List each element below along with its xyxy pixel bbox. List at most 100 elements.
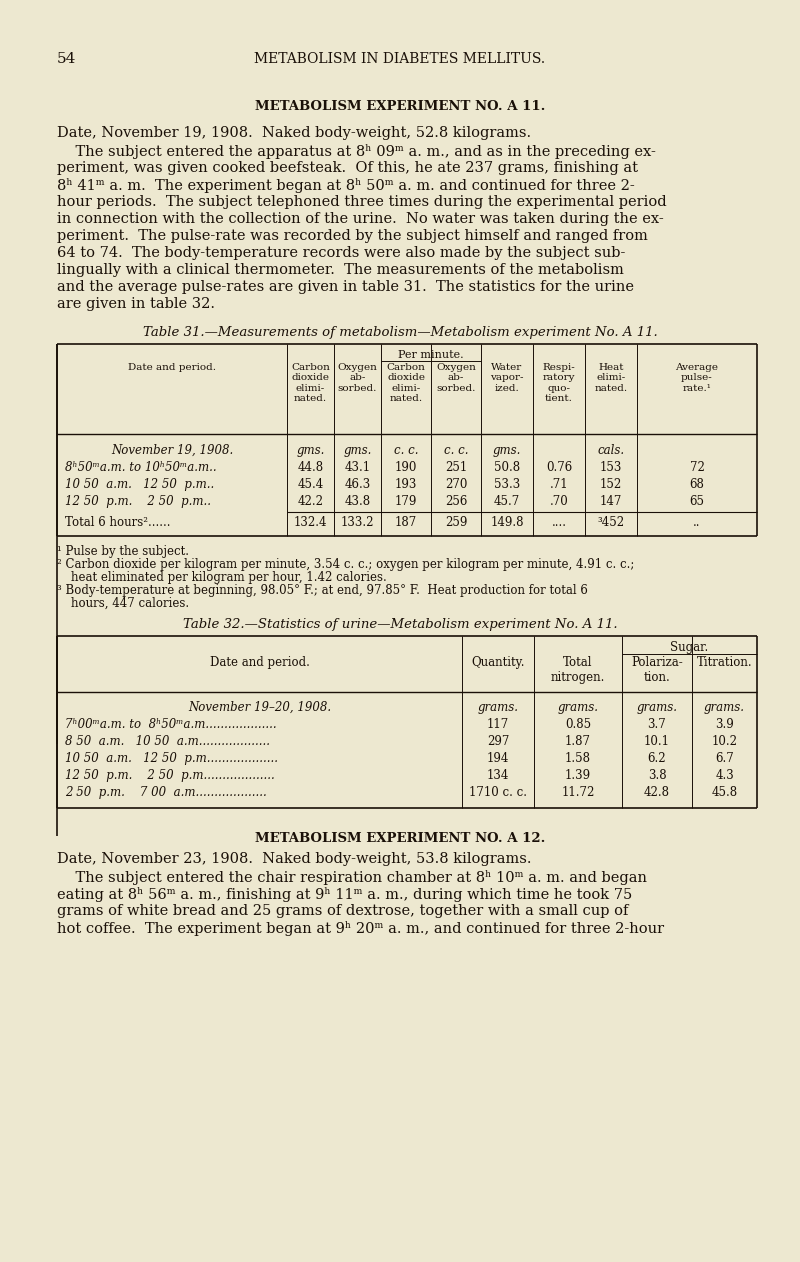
Text: 153: 153 bbox=[600, 461, 622, 475]
Text: .71: .71 bbox=[550, 478, 568, 491]
Text: 72: 72 bbox=[690, 461, 705, 475]
Text: 0.76: 0.76 bbox=[546, 461, 572, 475]
Text: 251: 251 bbox=[445, 461, 467, 475]
Text: c. c.: c. c. bbox=[394, 444, 418, 457]
Text: 0.85: 0.85 bbox=[565, 718, 591, 731]
Text: 10 50  a.m.   12 50  p.m..: 10 50 a.m. 12 50 p.m.. bbox=[65, 478, 214, 491]
Text: 45.8: 45.8 bbox=[711, 786, 738, 799]
Text: 149.8: 149.8 bbox=[490, 516, 524, 529]
Text: 179: 179 bbox=[395, 495, 417, 509]
Text: 1710 c. c.: 1710 c. c. bbox=[469, 786, 527, 799]
Text: 8ʰ50ᵐa.m. to 10ʰ50ᵐa.m..: 8ʰ50ᵐa.m. to 10ʰ50ᵐa.m.. bbox=[65, 461, 217, 475]
Text: hours, 447 calories.: hours, 447 calories. bbox=[71, 597, 189, 610]
Text: periment, was given cooked beefsteak.  Of this, he ate 237 grams, finishing at: periment, was given cooked beefsteak. Of… bbox=[57, 162, 638, 175]
Text: Titration.: Titration. bbox=[697, 656, 752, 669]
Text: 12 50  p.m.    2 50  p.m...................: 12 50 p.m. 2 50 p.m................... bbox=[65, 769, 274, 782]
Text: Respi-
ratory
quo-
tient.: Respi- ratory quo- tient. bbox=[542, 363, 575, 403]
Text: ³ Body-temperature at beginning, 98.05° F.; at end, 97.85° F.  Heat production f: ³ Body-temperature at beginning, 98.05° … bbox=[57, 584, 588, 597]
Text: November 19, 1908.: November 19, 1908. bbox=[111, 444, 233, 457]
Text: and the average pulse-rates are given in table 31.  The statistics for the urine: and the average pulse-rates are given in… bbox=[57, 280, 634, 294]
Text: 50.8: 50.8 bbox=[494, 461, 520, 475]
Text: Water
vapor-
ized.: Water vapor- ized. bbox=[490, 363, 524, 392]
Text: 3.7: 3.7 bbox=[648, 718, 666, 731]
Text: 297: 297 bbox=[487, 734, 509, 748]
Text: grams.: grams. bbox=[558, 700, 598, 714]
Text: 10.1: 10.1 bbox=[644, 734, 670, 748]
Text: Table 31.—Measurements of metabolism—Metabolism experiment No. A 11.: Table 31.—Measurements of metabolism—Met… bbox=[142, 326, 658, 339]
Text: periment.  The pulse-rate was recorded by the subject himself and ranged from: periment. The pulse-rate was recorded by… bbox=[57, 228, 648, 244]
Text: Sugar.: Sugar. bbox=[670, 641, 709, 654]
Text: Carbon
dioxide
elimi-
nated.: Carbon dioxide elimi- nated. bbox=[386, 363, 426, 403]
Text: heat eliminated per kilogram per hour, 1.42 calories.: heat eliminated per kilogram per hour, 1… bbox=[71, 570, 386, 584]
Text: .70: .70 bbox=[550, 495, 568, 509]
Text: The subject entered the chair respiration chamber at 8ʰ 10ᵐ a. m. and began: The subject entered the chair respiratio… bbox=[57, 870, 647, 885]
Text: gms.: gms. bbox=[493, 444, 521, 457]
Text: 68: 68 bbox=[690, 478, 705, 491]
Text: METABOLISM EXPERIMENT NO. A 12.: METABOLISM EXPERIMENT NO. A 12. bbox=[255, 832, 545, 846]
Text: 43.1: 43.1 bbox=[345, 461, 370, 475]
Text: Polariza-
tion.: Polariza- tion. bbox=[631, 656, 683, 684]
Text: 270: 270 bbox=[445, 478, 467, 491]
Text: cals.: cals. bbox=[598, 444, 625, 457]
Text: 3.8: 3.8 bbox=[648, 769, 666, 782]
Text: Total 6 hours²......: Total 6 hours²...... bbox=[65, 516, 170, 529]
Text: gms.: gms. bbox=[343, 444, 372, 457]
Text: METABOLISM IN DIABETES MELLITUS.: METABOLISM IN DIABETES MELLITUS. bbox=[254, 52, 546, 66]
Text: Table 32.—Statistics of urine—Metabolism experiment No. A 11.: Table 32.—Statistics of urine—Metabolism… bbox=[182, 618, 618, 631]
Text: gms.: gms. bbox=[296, 444, 325, 457]
Text: 53.3: 53.3 bbox=[494, 478, 520, 491]
Text: ³452: ³452 bbox=[598, 516, 625, 529]
Text: in connection with the collection of the urine.  No water was taken during the e: in connection with the collection of the… bbox=[57, 212, 664, 226]
Text: Average
pulse-
rate.¹: Average pulse- rate.¹ bbox=[675, 363, 718, 392]
Text: 152: 152 bbox=[600, 478, 622, 491]
Text: 45.7: 45.7 bbox=[494, 495, 520, 509]
Text: 256: 256 bbox=[445, 495, 467, 509]
Text: 4.3: 4.3 bbox=[715, 769, 734, 782]
Text: 8 50  a.m.   10 50  a.m...................: 8 50 a.m. 10 50 a.m................... bbox=[65, 734, 270, 748]
Text: ..: .. bbox=[694, 516, 701, 529]
Text: eating at 8ʰ 56ᵐ a. m., finishing at 9ʰ 11ᵐ a. m., during which time he took 75: eating at 8ʰ 56ᵐ a. m., finishing at 9ʰ … bbox=[57, 887, 632, 902]
Text: 117: 117 bbox=[487, 718, 509, 731]
Text: 45.4: 45.4 bbox=[298, 478, 324, 491]
Text: ¹ Pulse by the subject.: ¹ Pulse by the subject. bbox=[57, 545, 189, 558]
Text: 65: 65 bbox=[690, 495, 705, 509]
Text: grams of white bread and 25 grams of dextrose, together with a small cup of: grams of white bread and 25 grams of dex… bbox=[57, 904, 628, 917]
Text: 44.8: 44.8 bbox=[298, 461, 323, 475]
Text: 8ʰ 41ᵐ a. m.  The experiment began at 8ʰ 50ᵐ a. m. and continued for three 2-: 8ʰ 41ᵐ a. m. The experiment began at 8ʰ … bbox=[57, 178, 634, 193]
Text: 42.2: 42.2 bbox=[298, 495, 323, 509]
Text: 6.7: 6.7 bbox=[715, 752, 734, 765]
Text: Oxygen
ab-
sorbed.: Oxygen ab- sorbed. bbox=[436, 363, 476, 392]
Text: Quantity.: Quantity. bbox=[471, 656, 525, 669]
Text: 6.2: 6.2 bbox=[648, 752, 666, 765]
Text: 54: 54 bbox=[57, 52, 76, 66]
Text: 133.2: 133.2 bbox=[341, 516, 374, 529]
Text: 12 50  p.m.    2 50  p.m..: 12 50 p.m. 2 50 p.m.. bbox=[65, 495, 211, 509]
Text: Heat
elimi-
nated.: Heat elimi- nated. bbox=[594, 363, 627, 392]
Text: 259: 259 bbox=[445, 516, 467, 529]
Text: Date, November 19, 1908.  Naked body-weight, 52.8 kilograms.: Date, November 19, 1908. Naked body-weig… bbox=[57, 126, 531, 140]
Text: Carbon
dioxide
elimi-
nated.: Carbon dioxide elimi- nated. bbox=[291, 363, 330, 403]
Text: 10.2: 10.2 bbox=[711, 734, 738, 748]
Text: 1.39: 1.39 bbox=[565, 769, 591, 782]
Text: METABOLISM EXPERIMENT NO. A 11.: METABOLISM EXPERIMENT NO. A 11. bbox=[255, 100, 545, 114]
Text: grams.: grams. bbox=[478, 700, 518, 714]
Text: hour periods.  The subject telephoned three times during the experimental period: hour periods. The subject telephoned thr… bbox=[57, 196, 666, 209]
Text: c. c.: c. c. bbox=[444, 444, 468, 457]
Text: ² Carbon dioxide per kilogram per minute, 3.54 c. c.; oxygen per kilogram per mi: ² Carbon dioxide per kilogram per minute… bbox=[57, 558, 634, 570]
Text: Total
nitrogen.: Total nitrogen. bbox=[551, 656, 605, 684]
Text: 1.58: 1.58 bbox=[565, 752, 591, 765]
Text: November 19–20, 1908.: November 19–20, 1908. bbox=[188, 700, 331, 714]
Text: grams.: grams. bbox=[704, 700, 745, 714]
Text: The subject entered the apparatus at 8ʰ 09ᵐ a. m., and as in the preceding ex-: The subject entered the apparatus at 8ʰ … bbox=[57, 144, 656, 159]
Text: 193: 193 bbox=[395, 478, 417, 491]
Text: Oxygen
ab-
sorbed.: Oxygen ab- sorbed. bbox=[338, 363, 378, 392]
Text: 194: 194 bbox=[487, 752, 509, 765]
Text: Per minute.: Per minute. bbox=[398, 350, 464, 360]
Text: 43.8: 43.8 bbox=[345, 495, 370, 509]
Text: 10 50  a.m.   12 50  p.m...................: 10 50 a.m. 12 50 p.m................... bbox=[65, 752, 278, 765]
Text: 1.87: 1.87 bbox=[565, 734, 591, 748]
Text: 147: 147 bbox=[600, 495, 622, 509]
Text: 134: 134 bbox=[487, 769, 509, 782]
Text: 132.4: 132.4 bbox=[294, 516, 327, 529]
Text: 46.3: 46.3 bbox=[344, 478, 370, 491]
